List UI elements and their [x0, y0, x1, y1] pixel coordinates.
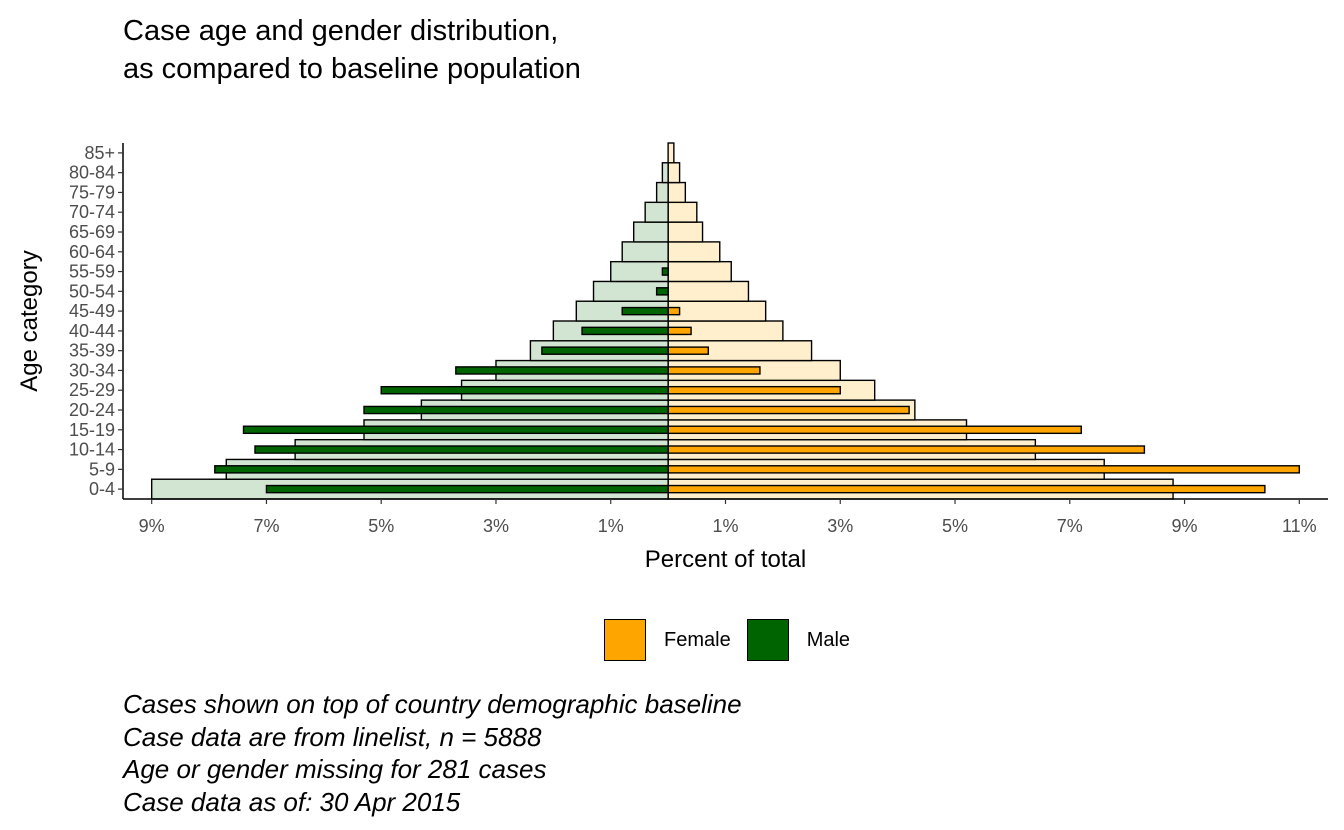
baseline-bar-female-65-69 — [667, 221, 704, 243]
x-tick-label-5: 1% — [712, 516, 738, 536]
baseline-bar-male-60-64 — [621, 241, 669, 263]
case-bar-female-10-14 — [667, 445, 1146, 454]
y-axis-title: Age category — [16, 250, 43, 391]
caption-line-4: Case data as of: 30 Apr 2015 — [123, 786, 461, 817]
caption-line-3: Age or gender missing for 281 cases — [123, 754, 547, 784]
case-bar-female-40-44 — [667, 326, 692, 336]
case-bar-female-25-29 — [667, 385, 841, 395]
y-tick-label-25-29: 25-29 — [69, 380, 115, 400]
case-bar-male-0-4 — [265, 484, 669, 494]
case-bar-male-35-39 — [541, 346, 669, 355]
baseline-bar-female-50-54 — [667, 280, 750, 302]
case-bar-female-35-39 — [667, 346, 709, 355]
baseline-bar-female-75-79 — [667, 181, 687, 204]
x-tick-label-1: 7% — [253, 516, 279, 536]
y-tick-label-65-69: 65-69 — [69, 222, 115, 242]
case-bar-male-45-49 — [621, 306, 669, 316]
case-bar-female-30-34 — [667, 366, 761, 375]
y-tick-label-40-44: 40-44 — [69, 321, 115, 341]
baseline-bar-female-70-74 — [667, 201, 698, 223]
baseline-bar-male-55-59 — [610, 260, 669, 283]
chart-title-line-1: Case age and gender distribution, — [123, 15, 559, 47]
y-tick-label-70-74: 70-74 — [69, 202, 115, 222]
case-bar-male-55-59 — [661, 267, 669, 276]
y-tick-label-15-19: 15-19 — [69, 420, 115, 440]
legend-label-male: Male — [806, 628, 851, 651]
case-bar-female-0-4 — [667, 484, 1266, 494]
y-tick-label-80-84: 80-84 — [69, 163, 115, 183]
baseline-bar-male-65-69 — [632, 221, 669, 243]
baseline-bar-female-60-64 — [667, 241, 721, 263]
case-bar-male-40-44 — [581, 326, 669, 336]
legend-label-female: Female — [664, 628, 731, 651]
y-tick-label-5-9: 5-9 — [89, 459, 115, 479]
x-axis-title: Percent of total — [645, 546, 806, 573]
case-bar-male-50-54 — [655, 287, 669, 296]
baseline-bar-male-75-79 — [655, 181, 669, 204]
case-bar-female-5-9 — [667, 465, 1301, 474]
y-tick-label-10-14: 10-14 — [69, 440, 115, 460]
case-bar-male-5-9 — [214, 465, 669, 474]
y-tick-label-55-59: 55-59 — [69, 262, 115, 282]
chart-title-line-2: as compared to baseline population — [123, 53, 581, 85]
x-tick-label-6: 3% — [827, 516, 853, 536]
x-tick-label-0: 9% — [139, 516, 165, 536]
y-tick-label-45-49: 45-49 — [69, 301, 115, 321]
case-bar-female-20-24 — [667, 405, 910, 415]
case-bar-male-20-24 — [363, 405, 669, 415]
case-bar-male-10-14 — [254, 445, 669, 454]
case-bar-female-45-49 — [667, 306, 681, 316]
baseline-bar-female-80-84 — [667, 162, 681, 184]
case-bar-male-30-34 — [455, 366, 669, 375]
chart-title: Case age and gender distribution, as com… — [123, 12, 581, 88]
y-tick-label-75-79: 75-79 — [69, 182, 115, 202]
legend-swatch-female — [604, 619, 646, 661]
population-pyramid-chart: 0-45-910-1415-1920-2425-2930-3435-3940-4… — [16, 142, 1328, 573]
x-tick-label-8: 7% — [1057, 516, 1083, 536]
case-bar-female-15-19 — [667, 425, 1082, 435]
caption-line-1: Cases shown on top of country demographi… — [123, 689, 742, 719]
y-tick-label-0-4: 0-4 — [89, 479, 115, 499]
baseline-bar-female-55-59 — [667, 260, 732, 283]
caption-line-2: Case data are from linelist, n = 5888 — [123, 721, 542, 752]
caption: Cases shown on top of country demographi… — [123, 688, 742, 818]
x-tick-label-4: 1% — [598, 516, 624, 536]
baseline-bar-male-80-84 — [661, 162, 669, 184]
legend-swatch-male — [746, 619, 789, 661]
baseline-bar-male-70-74 — [644, 201, 669, 223]
case-bar-male-15-19 — [242, 425, 669, 435]
x-tick-label-9: 9% — [1172, 516, 1198, 536]
x-tick-label-10: 11% — [1282, 516, 1317, 536]
case-bar-male-25-29 — [380, 385, 669, 395]
y-tick-label-30-34: 30-34 — [69, 360, 115, 380]
legend: Female Male — [604, 617, 866, 663]
y-tick-label-60-64: 60-64 — [69, 242, 115, 262]
baseline-bar-female-45-49 — [667, 300, 767, 322]
y-tick-label-35-39: 35-39 — [69, 341, 115, 361]
x-tick-label-2: 5% — [368, 516, 394, 536]
y-tick-label-50-54: 50-54 — [69, 281, 115, 301]
y-tick-label-20-24: 20-24 — [69, 400, 115, 420]
baseline-bar-female-85+ — [667, 142, 675, 164]
x-tick-label-7: 5% — [942, 516, 968, 536]
y-tick-label-85+: 85+ — [84, 143, 115, 163]
x-tick-label-3: 3% — [483, 516, 509, 536]
